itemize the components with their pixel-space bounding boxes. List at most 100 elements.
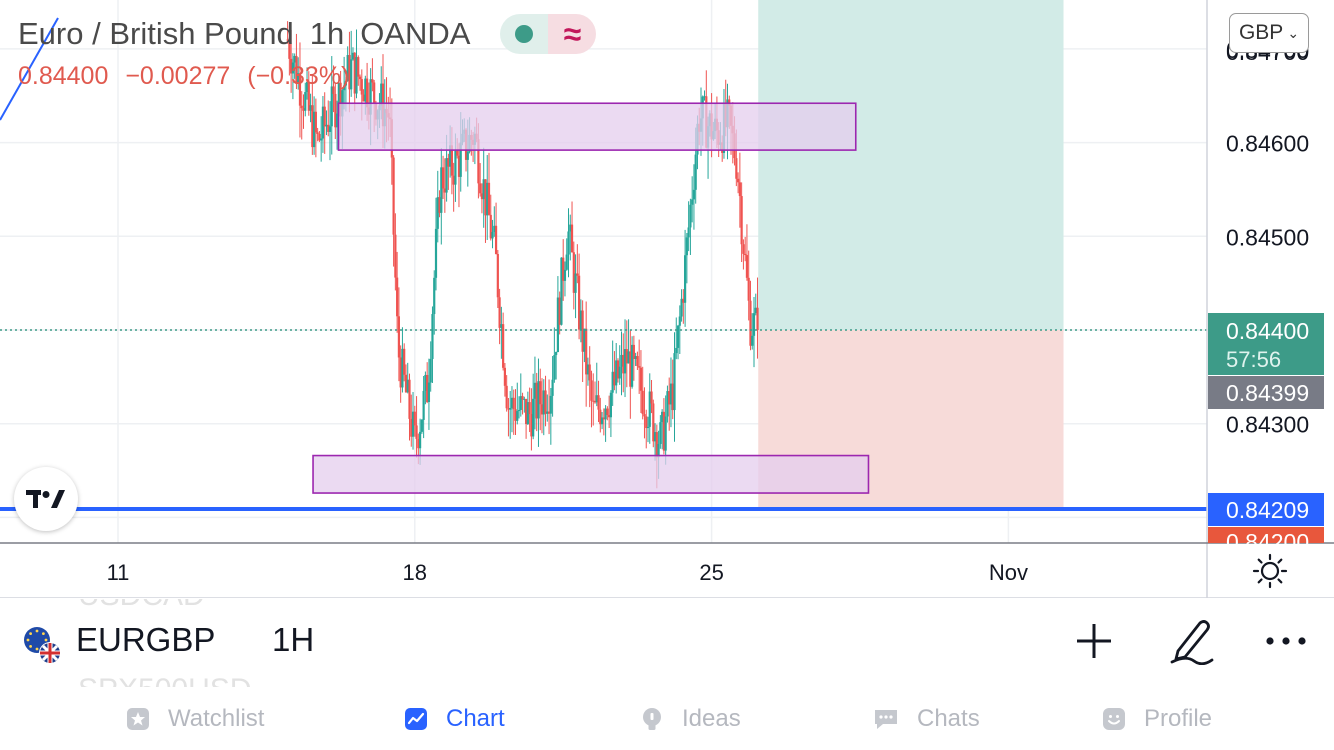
- candle-body: [613, 371, 616, 386]
- market-status-pill[interactable]: ≈: [500, 14, 597, 54]
- candle-body: [546, 411, 549, 414]
- candle-body: [353, 52, 356, 94]
- candle-body: [320, 138, 323, 141]
- candle-body: [544, 390, 547, 414]
- chart-icon: [405, 708, 427, 730]
- candle-body: [567, 231, 570, 255]
- candle-body: [608, 414, 611, 418]
- candle-body: [316, 132, 319, 134]
- candle-body: [346, 55, 349, 81]
- candle-body: [737, 178, 740, 183]
- legend-title: Euro / British Pound: [18, 16, 294, 51]
- symbol-name[interactable]: EURGBP: [76, 621, 216, 658]
- partial-price-text: 0.84200: [1226, 529, 1309, 555]
- candle-body: [691, 199, 694, 205]
- candle-body: [599, 409, 602, 425]
- currency-button[interactable]: GBP ⌄: [1229, 13, 1309, 53]
- candle-body: [703, 96, 706, 98]
- candle-body: [631, 344, 634, 387]
- candle-body: [676, 325, 680, 348]
- nav-watchlist[interactable]: Watchlist: [126, 688, 264, 750]
- candle-body: [641, 390, 644, 415]
- bid-price-label: [1208, 376, 1324, 409]
- position-target-zone[interactable]: [758, 0, 1064, 330]
- candle-body: [339, 82, 342, 117]
- star-icon: [127, 708, 149, 730]
- price-chart[interactable]: 0.847000.846000.845000.843000.8440057:56…: [0, 0, 1334, 598]
- candle-body: [572, 252, 575, 293]
- nav-ideas[interactable]: Ideas: [640, 688, 741, 750]
- candle-body: [576, 273, 579, 276]
- candle-body: [646, 426, 650, 429]
- candle-body: [434, 228, 438, 278]
- candle-body: [380, 83, 383, 106]
- candle-body: [445, 158, 448, 193]
- line-price-label[interactable]: [1208, 493, 1324, 526]
- candle-body: [588, 364, 591, 381]
- interval-button[interactable]: 1H: [272, 621, 315, 658]
- candle-body: [657, 443, 660, 458]
- x-tick-label: 18: [403, 560, 427, 585]
- candle-body: [298, 73, 302, 106]
- candle-body: [486, 182, 489, 216]
- nav-label: Ideas: [682, 705, 741, 732]
- chart-legend: Euro / British Pound 1h OANDA ≈ 0.84400 …: [18, 14, 597, 91]
- candle-body: [510, 397, 514, 408]
- candle-body: [318, 133, 321, 141]
- candle-body: [357, 57, 360, 77]
- nav-chart[interactable]: Chart: [404, 688, 505, 750]
- plus-icon[interactable]: [1074, 621, 1114, 661]
- nav-chats[interactable]: Chats: [873, 688, 980, 750]
- candle-body: [606, 408, 609, 415]
- candle-body: [410, 418, 413, 437]
- candle-body: [662, 411, 665, 451]
- candle-body: [337, 82, 340, 114]
- x-tick-label: 25: [699, 560, 723, 585]
- candle-body: [661, 411, 664, 423]
- candle-body: [684, 255, 687, 303]
- candle-body: [604, 408, 607, 420]
- candle-body: [415, 425, 418, 439]
- zone-resistance[interactable]: [337, 102, 857, 151]
- bulb-icon: [643, 708, 661, 730]
- candle-body: [314, 111, 317, 133]
- candle-body: [479, 183, 482, 194]
- candle-body: [334, 93, 337, 128]
- candle-body: [530, 414, 533, 437]
- candle-body: [332, 86, 335, 94]
- chat-icon: [875, 710, 897, 729]
- settings-icon[interactable]: [1252, 553, 1288, 589]
- candle-body: [456, 150, 459, 156]
- candle-body: [494, 225, 498, 255]
- candle-body: [403, 348, 406, 375]
- candle-body: [325, 124, 328, 127]
- candle-body: [636, 356, 639, 367]
- candle-body: [653, 432, 657, 442]
- candle-body: [493, 225, 496, 233]
- candle-body: [413, 411, 416, 426]
- candle-body: [443, 188, 446, 193]
- chart-area[interactable]: 0.847000.846000.845000.843000.8440057:56…: [0, 0, 1334, 598]
- candle-body: [304, 92, 307, 111]
- zone-support[interactable]: [312, 454, 870, 494]
- symbol-bar: USDCAD SPX500USD EURGBP 1H: [0, 599, 1334, 687]
- candle-body: [669, 383, 673, 405]
- candle-body: [563, 269, 567, 281]
- candle-body: [484, 179, 487, 216]
- nav-profile[interactable]: Profile: [1102, 688, 1212, 750]
- candle-body: [540, 404, 544, 415]
- candle-body: [313, 111, 316, 148]
- candle-body: [447, 158, 450, 167]
- tradingview-logo-icon[interactable]: [14, 467, 78, 531]
- bid-price-text: 0.84399: [1226, 380, 1309, 406]
- candle-body: [549, 395, 552, 414]
- candle-body: [311, 105, 314, 148]
- candle-body: [517, 409, 521, 412]
- candle-body: [489, 214, 492, 239]
- data-delay-icon: ≈: [548, 14, 597, 54]
- trend-line[interactable]: [0, 17, 59, 121]
- draw-icon[interactable]: [1168, 617, 1214, 665]
- candle-body: [579, 310, 582, 330]
- more-icon[interactable]: [1264, 625, 1308, 657]
- candle-body: [742, 244, 745, 254]
